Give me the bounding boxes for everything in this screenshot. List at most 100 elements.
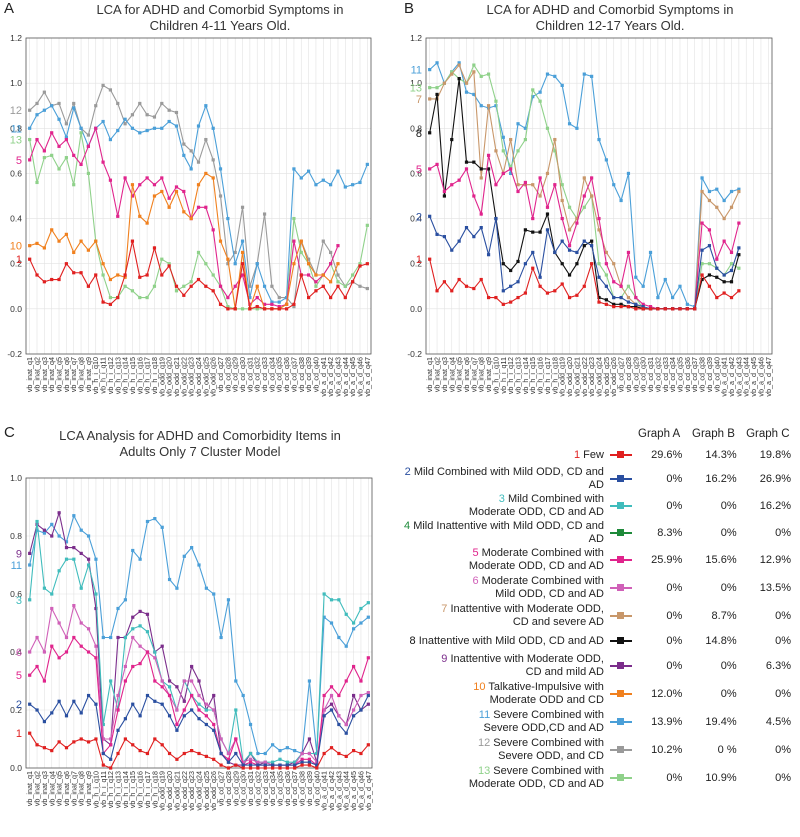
data-point [545, 291, 550, 295]
x-tick-label: vb_inat_q5 [55, 771, 64, 806]
data-point [604, 273, 608, 277]
data-point [516, 122, 520, 126]
data-point [344, 644, 348, 648]
data-point [545, 72, 550, 76]
data-point [365, 262, 369, 266]
data-point [523, 228, 527, 232]
data-point [101, 722, 105, 727]
legend-value-graph-b: 14.3% [705, 449, 737, 461]
data-point [234, 737, 238, 741]
panel-a: A LCA for ADHD and Comorbid Symptoms in … [0, 0, 400, 410]
data-point [123, 598, 127, 602]
x-tick-label: vb_cd_q30 [639, 357, 648, 392]
series-label: 2 [16, 699, 22, 711]
data-point [72, 557, 76, 561]
data-point [94, 557, 98, 561]
data-point [248, 722, 253, 727]
data-point [182, 679, 186, 683]
data-point [663, 307, 667, 311]
data-point [167, 262, 171, 266]
data-point [94, 126, 98, 130]
data-point [722, 291, 726, 295]
legend-header-row: Graph A Graph B Graph C [390, 428, 795, 444]
x-tick-label: vb_inat_q2 [33, 771, 42, 806]
data-point [152, 115, 157, 119]
data-point [57, 239, 61, 243]
data-point [299, 250, 303, 255]
legend-value-graph-b: 0% [720, 527, 737, 539]
data-point [196, 160, 201, 164]
data-point [567, 273, 572, 277]
data-point [322, 615, 326, 619]
data-point [337, 722, 341, 727]
data-point [604, 158, 608, 162]
data-point [204, 714, 208, 718]
data-point [64, 156, 68, 160]
legend-cluster-label-line2: Severe ODD, and CD [498, 750, 604, 762]
data-point [612, 280, 616, 284]
data-point [619, 295, 623, 300]
data-point [278, 757, 282, 761]
data-point [292, 302, 296, 306]
data-point [94, 737, 98, 741]
legend-swatch [609, 746, 632, 754]
legend-swatch [609, 475, 632, 483]
data-point [678, 307, 682, 311]
data-point [79, 528, 83, 532]
data-point [597, 262, 601, 266]
data-point [233, 262, 237, 266]
x-tick-label: vb_inat_q5 [55, 357, 64, 392]
x-tick-label: vb_inat_q1 [425, 357, 434, 392]
data-point [226, 598, 231, 602]
data-point [153, 656, 157, 660]
data-point [494, 149, 498, 153]
data-point [94, 656, 98, 660]
data-point [656, 295, 660, 300]
legend-row-label: 8 Inattentive with Mild ODD, CD and AD [390, 630, 610, 652]
data-point [523, 137, 527, 142]
data-point [138, 609, 142, 613]
data-point [464, 226, 469, 230]
data-point [729, 280, 734, 284]
data-point [516, 149, 520, 153]
data-point [612, 305, 616, 309]
data-point [86, 534, 91, 538]
data-point [359, 751, 363, 756]
x-tick-label: vb_odd_q19 [558, 357, 567, 397]
data-point [337, 693, 341, 698]
data-point [648, 250, 653, 255]
data-point [160, 101, 164, 106]
x-tick-label: vb_odd_q21 [572, 357, 581, 397]
data-point [307, 737, 312, 741]
data-point [292, 262, 296, 266]
data-point [494, 99, 498, 103]
data-point [464, 284, 469, 288]
data-point [509, 165, 513, 169]
data-point [590, 176, 594, 180]
data-point [50, 131, 54, 135]
data-point [79, 621, 83, 625]
legend-value-graph-c: 0% [775, 772, 791, 784]
y-tick-label: 0.2 [10, 259, 22, 269]
data-point [28, 702, 32, 706]
data-point [64, 122, 68, 126]
data-point [619, 198, 623, 203]
data-point [108, 137, 113, 142]
x-tick-label: vb_h_i_q18 [150, 357, 159, 394]
x-tick-label: vb_cd_q31 [646, 357, 655, 392]
data-point [523, 126, 527, 130]
data-point [72, 101, 76, 106]
data-point [101, 262, 105, 266]
x-tick-label: vb_h_i_q12 [106, 771, 115, 808]
data-point [42, 156, 46, 160]
data-point [28, 257, 32, 261]
data-point [359, 679, 363, 683]
data-point [50, 606, 54, 611]
data-point [204, 205, 208, 209]
data-point [189, 280, 193, 284]
data-point [351, 621, 356, 625]
x-tick-label: vb_inat_q5 [455, 357, 464, 392]
data-point [366, 693, 370, 698]
data-point [343, 185, 347, 189]
data-point [575, 126, 579, 130]
